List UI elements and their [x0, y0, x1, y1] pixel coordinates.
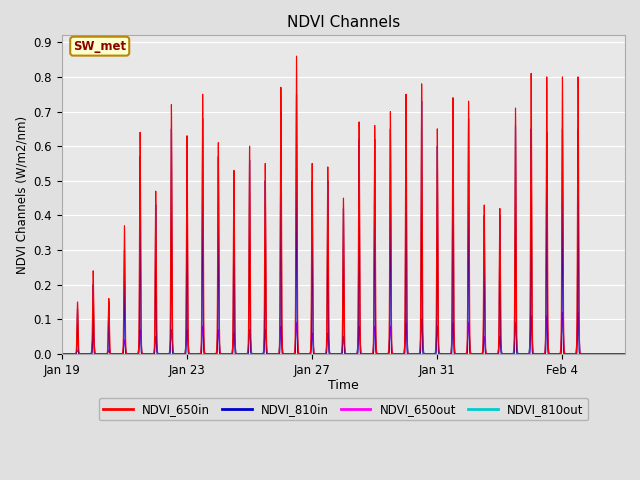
NDVI_650in [58, 351, 66, 357]
NDVI_810out [403, 324, 410, 330]
NDVI_810in [411, 351, 419, 357]
Line: NDVI_810in: NDVI_810in [62, 94, 625, 354]
NDVI_650out [403, 322, 410, 327]
Line: NDVI_650out: NDVI_650out [62, 312, 625, 354]
NDVI_650in [612, 351, 620, 357]
NDVI_650out [411, 351, 419, 357]
NDVI_810in [209, 351, 216, 357]
NDVI_650in [621, 351, 628, 357]
Legend: NDVI_650in, NDVI_810in, NDVI_650out, NDVI_810out: NDVI_650in, NDVI_810in, NDVI_650out, NDV… [99, 398, 588, 420]
NDVI_810in [292, 91, 300, 97]
Y-axis label: NDVI Channels (W/m2/nm): NDVI Channels (W/m2/nm) [15, 116, 28, 274]
NDVI_650out [90, 341, 98, 347]
NDVI_810out [621, 351, 628, 357]
NDVI_650in [403, 129, 410, 134]
NDVI_810out [612, 351, 620, 357]
NDVI_810in [58, 351, 66, 357]
NDVI_810in [90, 348, 98, 354]
NDVI_650out [58, 351, 66, 357]
Line: NDVI_810out: NDVI_810out [62, 319, 625, 354]
NDVI_810out [411, 351, 419, 357]
NDVI_810in [502, 351, 510, 357]
NDVI_650in [90, 330, 98, 336]
Title: NDVI Channels: NDVI Channels [287, 15, 400, 30]
NDVI_650out [604, 351, 612, 357]
NDVI_810in [612, 351, 620, 357]
NDVI_650out [612, 351, 620, 357]
NDVI_650in [209, 351, 216, 357]
Line: NDVI_650in: NDVI_650in [62, 56, 625, 354]
NDVI_650out [209, 351, 216, 357]
NDVI_650out [502, 351, 510, 357]
NDVI_810out [502, 351, 510, 357]
NDVI_810out [559, 316, 566, 322]
NDVI_650out [559, 310, 566, 315]
NDVI_810out [58, 351, 66, 357]
NDVI_810in [403, 180, 410, 185]
NDVI_650in [596, 351, 604, 357]
NDVI_650in [502, 351, 510, 357]
NDVI_810out [90, 340, 98, 346]
NDVI_650in [292, 53, 300, 59]
Text: SW_met: SW_met [73, 40, 126, 53]
NDVI_650out [621, 351, 628, 357]
NDVI_810out [611, 351, 618, 357]
X-axis label: Time: Time [328, 379, 359, 393]
NDVI_810out [209, 351, 216, 357]
NDVI_810in [621, 351, 628, 357]
NDVI_650in [411, 351, 419, 357]
